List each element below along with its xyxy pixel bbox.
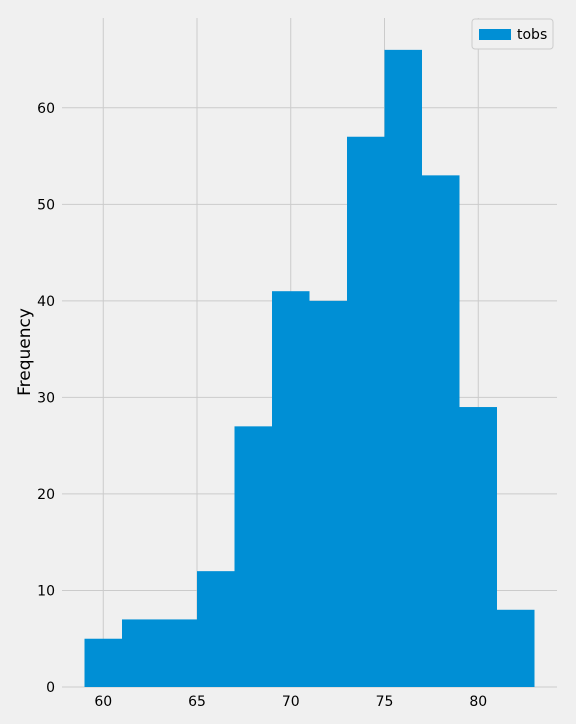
histogram-bar	[422, 175, 460, 687]
y-tick-label: 50	[37, 197, 55, 213]
histogram-bar	[159, 619, 197, 687]
legend: tobs	[471, 18, 554, 50]
histogram-bar	[497, 609, 535, 687]
y-tick-label: 0	[46, 680, 55, 696]
x-tick-label: 80	[469, 694, 487, 710]
histogram-bar	[197, 571, 235, 687]
histogram-bar	[384, 49, 422, 688]
y-tick-label: 10	[37, 583, 55, 599]
histogram-bar	[122, 619, 160, 687]
histogram-bar	[272, 291, 310, 687]
histogram-bar	[459, 407, 497, 687]
x-tick-label: 70	[282, 694, 300, 710]
legend-box	[471, 18, 554, 50]
y-tick-label: 40	[37, 294, 55, 310]
y-tick-label: 60	[37, 101, 55, 117]
y-tick-label: 20	[37, 487, 55, 503]
tick-labels: 0 10 20 30 40 50 60 60 65 70 75 80	[37, 101, 487, 710]
histogram-bar	[309, 300, 347, 687]
y-tick-label: 30	[37, 390, 55, 406]
y-axis-label: Frequency	[15, 308, 35, 396]
x-tick-label: 65	[188, 694, 206, 710]
histogram-bar	[234, 426, 272, 687]
histogram-bars	[84, 49, 535, 688]
legend-swatch	[479, 29, 511, 40]
x-tick-label: 75	[376, 694, 394, 710]
x-tick-label: 60	[94, 694, 112, 710]
legend-label-tobs: tobs	[517, 27, 547, 43]
histogram-bar	[84, 638, 122, 687]
histogram-bar	[347, 136, 385, 688]
